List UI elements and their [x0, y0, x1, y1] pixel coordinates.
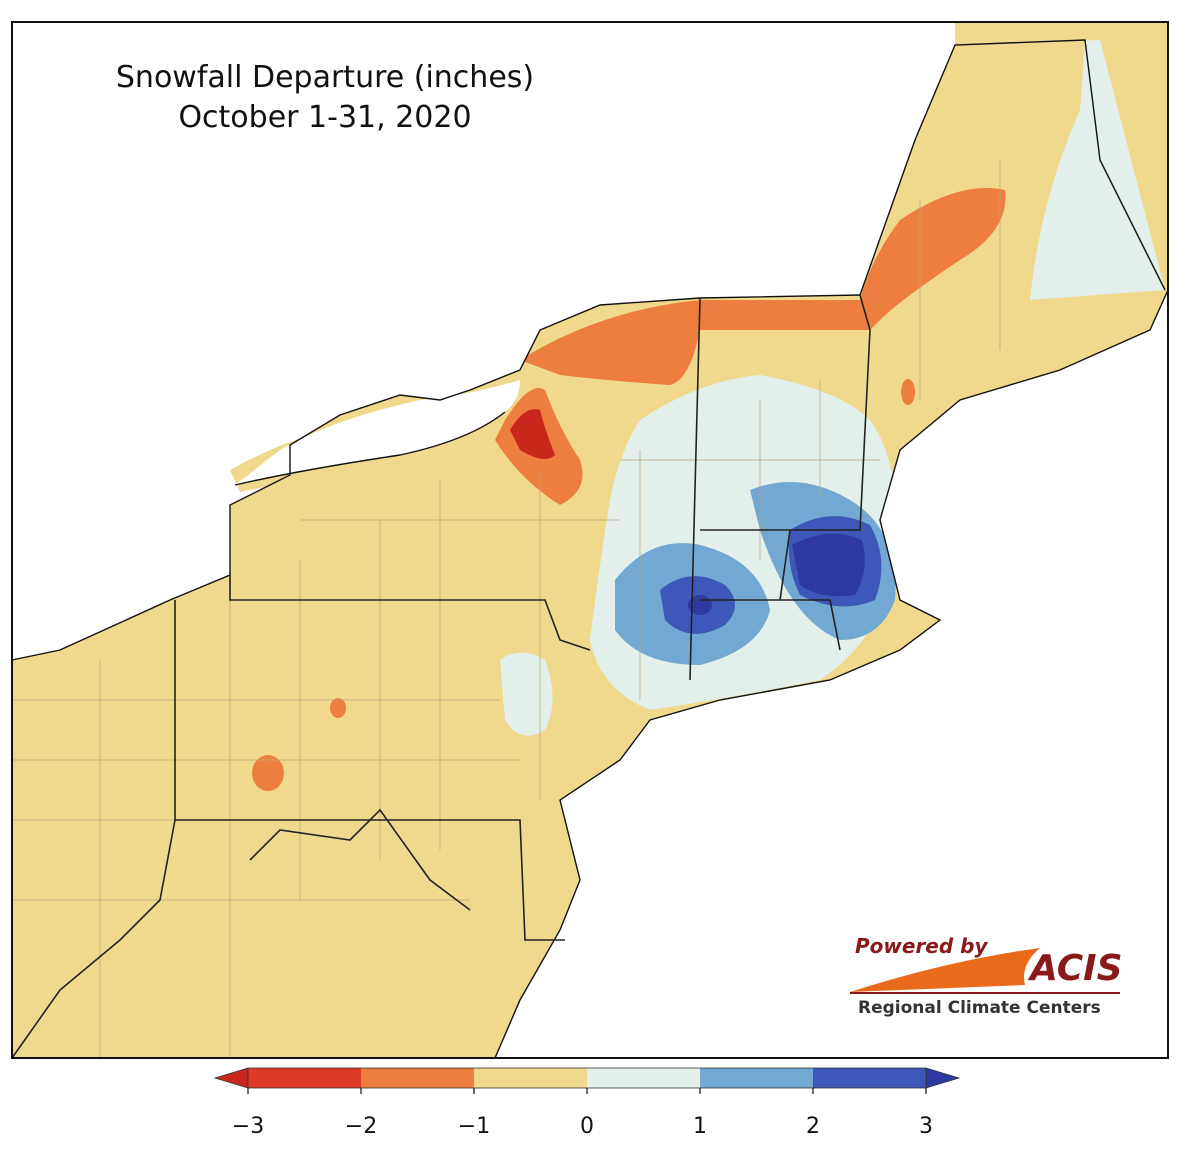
logo-powered: Powered by — [855, 934, 988, 958]
colorbar-segment — [474, 1068, 587, 1088]
colorbar-tick-label: 1 — [693, 1114, 707, 1139]
colorbar-segment — [361, 1068, 474, 1088]
map-frame — [11, 21, 1169, 1059]
colorbar-segment — [813, 1068, 926, 1088]
logo-swoosh — [850, 948, 1040, 992]
colorbar-tick-label: −3 — [232, 1114, 264, 1139]
colorbar-tick-label: 2 — [806, 1114, 820, 1139]
orange-region — [901, 379, 915, 405]
colorbar-segment — [700, 1068, 813, 1088]
logo: Powered by ACIS Regional Climate Centers — [850, 934, 1123, 1018]
orange-region — [330, 698, 346, 718]
map-title: Snowfall Departure (inches) — [116, 60, 534, 95]
map — [11, 22, 1169, 1059]
pale-region — [500, 652, 553, 736]
red-region — [510, 409, 555, 459]
map-subtitle: October 1-31, 2020 — [178, 100, 471, 135]
colorbar-tick-label: 3 — [919, 1114, 933, 1139]
logo-subtitle: Regional Climate Centers — [858, 998, 1101, 1018]
colorbar-under — [213, 1067, 249, 1089]
logo-brand: ACIS — [1027, 948, 1123, 989]
orange-region — [252, 755, 284, 791]
colorbar-tick-label: −2 — [345, 1114, 377, 1139]
darkest-blue-region — [792, 533, 865, 597]
colorbar-over — [925, 1067, 961, 1089]
ocean — [495, 290, 1168, 1058]
colorbar-segment — [587, 1068, 700, 1088]
orange-region — [520, 188, 1006, 385]
colorbar-tick-label: −1 — [458, 1114, 490, 1139]
pale-region — [950, 40, 1165, 300]
colorbar-tick-label: 0 — [580, 1114, 594, 1139]
colorbar-segment — [248, 1068, 361, 1088]
lake-ontario — [235, 380, 520, 485]
colorbar: −3 −2 −1 0 1 2 3 — [213, 1067, 961, 1139]
outside-area — [12, 22, 955, 660]
